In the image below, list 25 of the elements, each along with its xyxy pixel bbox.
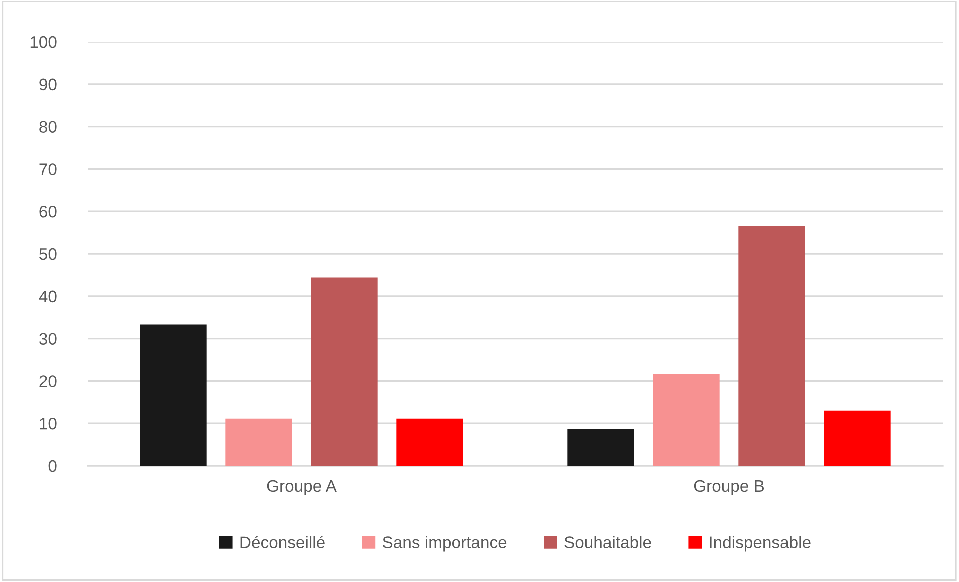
legend-label: Souhaitable (564, 536, 652, 548)
legend-label: Sans importance (383, 536, 507, 552)
bar (568, 429, 634, 466)
bar (653, 374, 720, 466)
legend-label: Déconseillé (240, 536, 325, 548)
y-tick-label: 70 (40, 164, 57, 176)
y-tick-label: 20 (40, 376, 57, 388)
x-tick-label: Groupe B (694, 480, 764, 496)
bar (226, 418, 292, 466)
y-tick-label: 90 (40, 78, 57, 91)
y-tick-label: 50 (40, 248, 57, 260)
bar (311, 278, 378, 466)
y-tick-label: 30 (40, 333, 57, 346)
y-tick-label: 40 (39, 290, 57, 303)
y-tick-label: 10 (40, 418, 57, 430)
bar (824, 410, 891, 466)
bar (396, 418, 464, 466)
x-tick-label: Groupe A (267, 480, 337, 496)
y-tick-label: 0 (48, 460, 57, 472)
legend-label: Indispensable (710, 536, 811, 552)
bar (140, 324, 207, 466)
y-tick-label: 60 (40, 206, 57, 218)
bar (738, 226, 806, 466)
y-tick-label: 80 (40, 121, 57, 134)
y-tick-label: 100 (30, 36, 57, 48)
